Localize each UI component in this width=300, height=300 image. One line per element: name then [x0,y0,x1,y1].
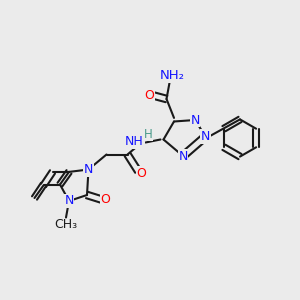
Text: O: O [101,193,110,206]
Text: N: N [190,113,200,127]
Text: CH₃: CH₃ [54,218,78,231]
Text: O: O [145,89,154,102]
Text: NH₂: NH₂ [160,69,185,82]
Text: O: O [137,167,146,180]
Text: N: N [178,149,188,163]
Text: NH: NH [125,135,144,148]
Text: N: N [84,163,93,176]
Text: N: N [201,130,210,143]
Text: N: N [64,194,74,208]
Text: H: H [143,128,152,141]
